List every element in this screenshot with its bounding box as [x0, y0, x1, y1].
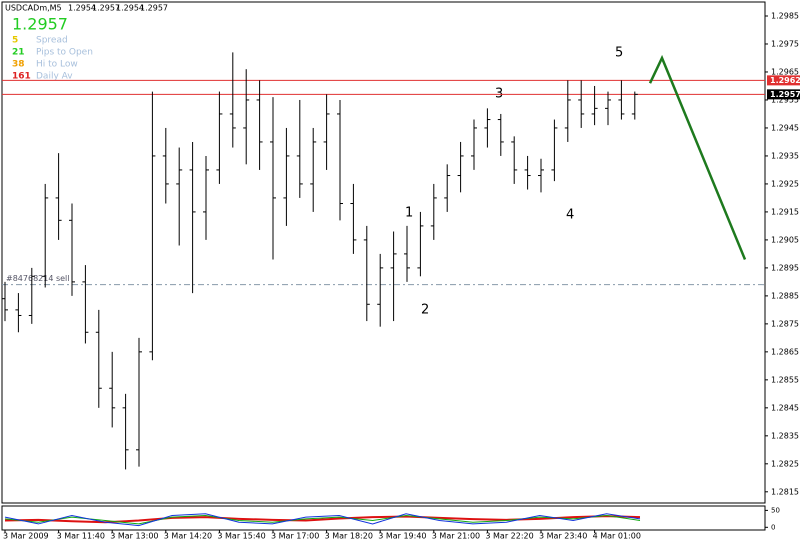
current-price: 1.2957 — [12, 15, 68, 34]
wave-label: 4 — [566, 208, 574, 223]
indicator-line — [4, 513, 641, 527]
projection-line — [648, 54, 747, 260]
info-value: 161 — [12, 72, 31, 82]
x-tick-label: 3 Mar 13:00 — [110, 532, 158, 540]
info-value: 21 — [12, 48, 25, 58]
quote: 1.2954 — [68, 4, 96, 13]
price-box — [767, 75, 800, 86]
x-tick-label: 3 Mar 11:40 — [57, 532, 105, 540]
x-tick-label: 3 Mar 18:20 — [325, 532, 373, 540]
wave-label: 5 — [615, 46, 623, 61]
y-tick-label: 1.2925 — [771, 179, 799, 188]
quote: 1.2954 — [116, 4, 144, 13]
y-tick-label: 1.2975 — [771, 39, 799, 48]
y-tick-label: 1.2985 — [771, 11, 799, 20]
x-tick-label: 3 Mar 15:40 — [217, 532, 265, 540]
trade-label: #84768214 sell — [6, 274, 70, 283]
price-box-label: 1.2962 — [770, 76, 800, 85]
y-tick-label: 1.2815 — [771, 487, 799, 496]
y-tick-label: 1.2855 — [771, 375, 799, 384]
info-label: Pips to Open — [36, 48, 93, 58]
y-tick-label: 1.2915 — [771, 207, 799, 216]
quote: 1.2957 — [140, 4, 168, 13]
y-tick-label: 1.2895 — [771, 263, 799, 272]
wave-label: 1 — [405, 206, 413, 221]
price-box-label: 1.2957 — [770, 90, 800, 99]
indicator-tick-label: 0 — [771, 523, 775, 531]
price-box — [767, 89, 800, 100]
y-tick-label: 1.2885 — [771, 291, 799, 300]
info-label: Hi to Low — [36, 60, 78, 70]
y-tick-label: 1.2945 — [771, 123, 799, 132]
wave-label: 2 — [421, 303, 429, 318]
info-label: Spread — [36, 36, 68, 46]
x-tick-label: 4 Mar 01:00 — [593, 532, 641, 540]
symbol: USDCADm,M5 — [5, 4, 62, 13]
y-tick-label: 1.2935 — [771, 151, 799, 160]
quote: 1.2957 — [92, 4, 120, 13]
y-tick-label: 1.2905 — [771, 235, 799, 244]
x-tick-label: 3 Mar 23:40 — [539, 532, 587, 540]
x-tick-label: 3 Mar 22:20 — [485, 532, 533, 540]
indicator-frame — [1, 505, 766, 531]
y-tick-label: 1.2875 — [771, 319, 799, 328]
info-label: Daily Av — [36, 72, 73, 82]
indicator-tick-label: 50 — [771, 506, 780, 514]
y-tick-label: 1.2845 — [771, 403, 799, 412]
plot-frame — [1, 1, 766, 504]
y-tick-label: 1.2865 — [771, 347, 799, 356]
x-tick-label: 3 Mar 21:00 — [432, 532, 480, 540]
y-tick-label: 1.2825 — [771, 459, 799, 468]
indicator-line — [4, 514, 641, 525]
y-tick-label: 1.2965 — [771, 67, 799, 76]
x-tick-label: 3 Mar 17:00 — [271, 532, 319, 540]
info-value: 38 — [12, 60, 25, 70]
x-tick-label: 3 Mar 19:40 — [378, 532, 426, 540]
x-tick-label: 3 Mar 2009 — [3, 532, 49, 540]
info-value: 5 — [12, 36, 18, 46]
y-tick-label: 1.2955 — [771, 95, 799, 104]
y-tick-label: 1.2835 — [771, 431, 799, 440]
x-tick-label: 3 Mar 14:20 — [164, 532, 212, 540]
indicator-line — [4, 515, 641, 524]
